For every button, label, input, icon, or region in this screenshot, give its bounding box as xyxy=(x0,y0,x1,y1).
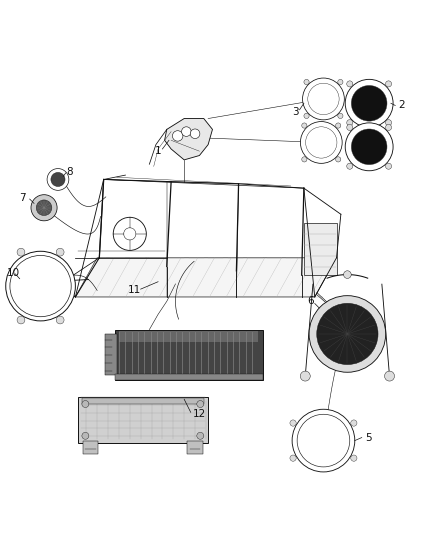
Text: 12: 12 xyxy=(193,409,206,419)
Circle shape xyxy=(317,303,378,365)
Bar xyxy=(82,398,204,403)
Bar xyxy=(105,334,117,375)
Text: 5: 5 xyxy=(365,433,371,442)
Circle shape xyxy=(385,163,392,169)
Circle shape xyxy=(190,129,200,139)
Text: 11: 11 xyxy=(127,286,141,295)
Circle shape xyxy=(297,414,350,467)
Bar xyxy=(115,329,262,379)
Circle shape xyxy=(10,255,71,317)
Circle shape xyxy=(385,124,392,131)
Circle shape xyxy=(292,409,355,472)
Circle shape xyxy=(309,296,386,372)
Circle shape xyxy=(17,248,25,256)
Circle shape xyxy=(308,83,339,115)
Circle shape xyxy=(56,316,64,324)
Text: 7: 7 xyxy=(19,193,25,203)
Circle shape xyxy=(306,127,337,158)
Bar xyxy=(83,441,99,454)
Text: 8: 8 xyxy=(67,167,73,176)
Circle shape xyxy=(347,81,353,87)
Circle shape xyxy=(385,119,392,126)
Circle shape xyxy=(300,122,342,163)
Circle shape xyxy=(345,79,393,127)
Polygon shape xyxy=(304,223,336,275)
Circle shape xyxy=(385,371,395,381)
Circle shape xyxy=(36,200,52,215)
Circle shape xyxy=(182,127,191,136)
Circle shape xyxy=(47,168,69,190)
Circle shape xyxy=(17,316,25,324)
Circle shape xyxy=(197,432,204,439)
Text: 10: 10 xyxy=(7,268,20,278)
Bar xyxy=(78,397,208,443)
Polygon shape xyxy=(75,258,336,297)
Circle shape xyxy=(347,163,353,169)
Circle shape xyxy=(302,157,307,162)
Circle shape xyxy=(343,271,351,278)
Bar xyxy=(115,375,262,379)
Bar xyxy=(187,441,203,454)
Text: 6: 6 xyxy=(307,296,314,306)
Circle shape xyxy=(82,400,89,408)
Circle shape xyxy=(351,455,357,461)
Circle shape xyxy=(336,157,341,162)
Circle shape xyxy=(302,123,307,128)
Circle shape xyxy=(336,123,341,128)
Circle shape xyxy=(31,195,57,221)
Circle shape xyxy=(6,251,75,321)
Circle shape xyxy=(351,129,387,165)
Text: 2: 2 xyxy=(398,100,405,110)
Circle shape xyxy=(197,400,204,408)
Circle shape xyxy=(51,172,65,187)
Circle shape xyxy=(351,420,357,426)
Circle shape xyxy=(290,455,296,461)
Circle shape xyxy=(304,113,309,118)
Circle shape xyxy=(290,420,296,426)
Bar xyxy=(119,331,258,342)
Circle shape xyxy=(345,123,393,171)
Circle shape xyxy=(347,124,353,131)
Circle shape xyxy=(347,119,353,126)
Circle shape xyxy=(303,78,344,120)
Circle shape xyxy=(173,131,183,141)
Circle shape xyxy=(82,432,89,439)
Circle shape xyxy=(300,371,310,381)
Circle shape xyxy=(385,81,392,87)
Circle shape xyxy=(351,85,387,121)
Polygon shape xyxy=(165,118,212,160)
Circle shape xyxy=(56,248,64,256)
Text: 3: 3 xyxy=(292,107,298,117)
Circle shape xyxy=(338,79,343,85)
Circle shape xyxy=(304,79,309,85)
Circle shape xyxy=(338,113,343,118)
Text: 1: 1 xyxy=(155,146,161,156)
